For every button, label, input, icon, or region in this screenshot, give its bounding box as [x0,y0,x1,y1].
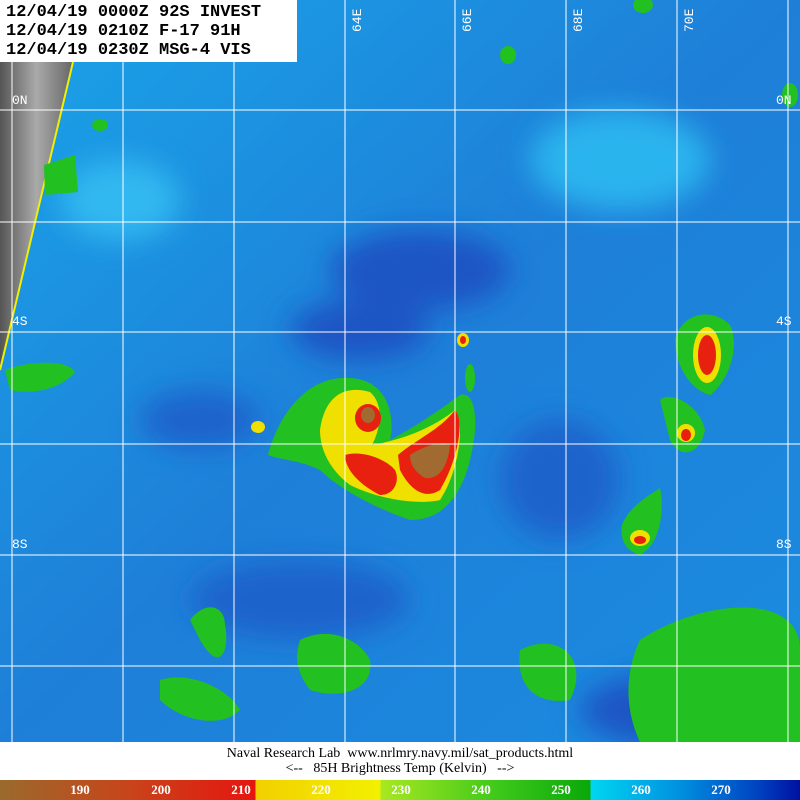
satellite-image [0,0,800,742]
colorbar-tick: 240 [471,782,491,797]
colorbar-tick: 210 [231,782,251,797]
header-line-visible: 12/04/19 0230Z MSG-4 VIS [6,41,251,60]
lat-label-4s-right: 4S [776,314,792,329]
footer: Naval Research Lab www.nrlmry.navy.mil/s… [0,742,800,780]
credit-text: Naval Research Lab www.nrlmry.navy.mil/s… [226,746,574,761]
colorbar-tick: 230 [391,782,411,797]
lat-label-8s-right: 8S [776,537,792,552]
colorbar-tick: 200 [151,782,171,797]
lat-label-0n: 0N [12,93,28,108]
colorbar-tick: 270 [711,782,731,797]
colorbar: 190 200 210 220 230 240 250 260 270 [0,780,800,800]
lat-label-0n-right: 0N [776,93,792,108]
lon-label-66e: 66E [460,8,475,32]
colorbar-tick: 250 [551,782,571,797]
colorbar-tick: 220 [311,782,331,797]
lon-label-64e: 64E [350,8,365,32]
lon-label-70e: 70E [682,8,697,32]
east-cells [621,314,734,555]
ocean-texture [60,110,800,742]
lat-label-4s: 4S [12,314,28,329]
green-patches [5,0,800,742]
lon-label-68e: 68E [571,8,586,32]
legend-title: <-- 85H Brightness Temp (Kelvin) --> [285,761,515,776]
colorbar-tick: 260 [631,782,651,797]
lat-lon-grid [0,0,800,742]
image-header: 12/04/19 0000Z 92S INVEST 12/04/19 0210Z… [0,0,297,62]
convection-system [251,333,476,520]
lat-label-8s: 8S [12,537,28,552]
colorbar-tick: 190 [70,782,90,797]
header-line-microwave: 12/04/19 0210Z F-17 91H [6,22,241,41]
header-line-storm: 12/04/19 0000Z 92S INVEST [6,3,262,22]
